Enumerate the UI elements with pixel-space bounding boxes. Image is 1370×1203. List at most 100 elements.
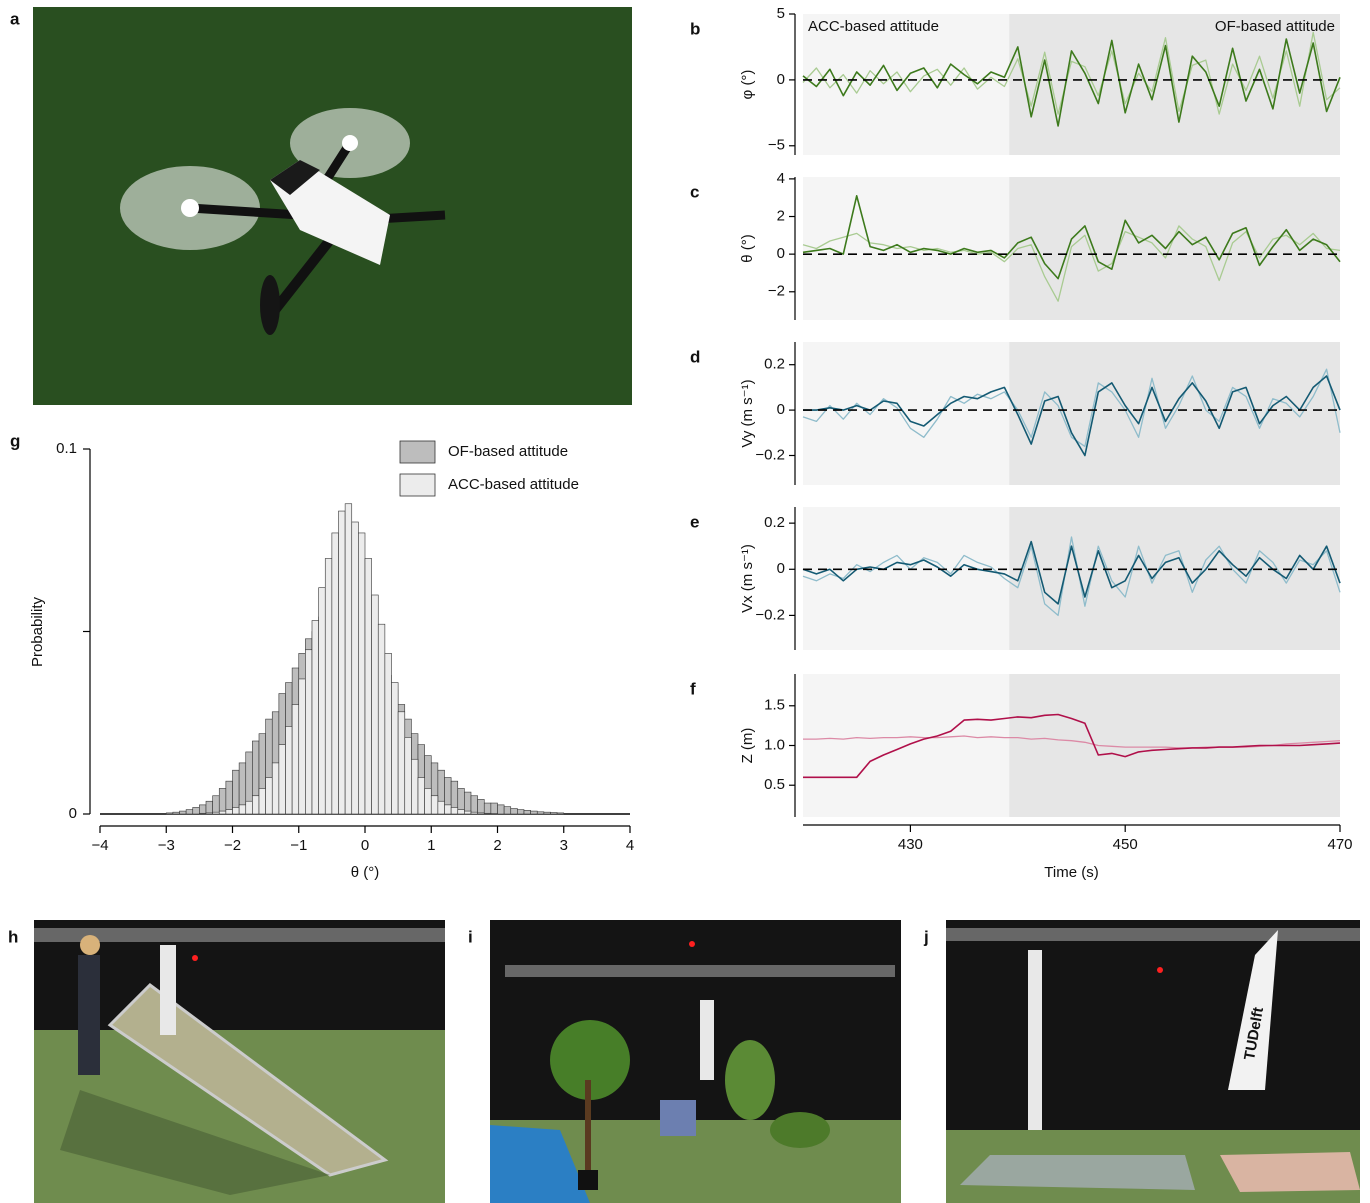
- histogram-bar: [530, 810, 538, 815]
- histogram-bar: [218, 788, 227, 815]
- histogram-bar: [232, 807, 240, 815]
- region-label: ACC-based attitude: [808, 18, 939, 35]
- histogram-bar: [245, 800, 253, 815]
- y-tick-label: 1.0: [764, 736, 785, 753]
- histogram-bar: [470, 795, 478, 815]
- panel-label: h: [8, 927, 18, 946]
- histogram-bar: [483, 802, 492, 815]
- y-tick-label: 0: [777, 560, 785, 577]
- photo-j: TUDelft: [946, 920, 1360, 1203]
- shaded-region: [803, 342, 1010, 485]
- histogram-bar: [238, 804, 247, 815]
- histogram-bar: [225, 780, 233, 815]
- legend-label: OF-based attitude: [448, 443, 568, 460]
- histogram-bar: [543, 811, 551, 815]
- histogram-bar: [185, 809, 194, 815]
- histogram-bar: [517, 809, 525, 815]
- histogram-bar: [192, 807, 200, 815]
- histogram-bar: [199, 804, 207, 815]
- x-tick-label: −4: [91, 837, 108, 854]
- y-axis-label: Probability: [29, 596, 46, 667]
- histogram-bar: [252, 795, 260, 815]
- y-tick-label: 0.2: [764, 356, 785, 373]
- histogram-bar: [179, 810, 187, 815]
- histogram-bar: [477, 812, 485, 815]
- x-tick-label: 4: [626, 837, 634, 854]
- data-line: [802, 536, 1341, 617]
- shaded-region: [803, 177, 1010, 320]
- histogram-bar: [311, 620, 319, 815]
- x-tick-label: −2: [224, 837, 241, 854]
- x-tick-label: 1: [427, 837, 435, 854]
- histogram-bar: [285, 726, 293, 815]
- histogram-bar: [218, 810, 227, 815]
- legend-swatch: [399, 440, 436, 464]
- y-tick-label: 1.5: [764, 697, 785, 714]
- histogram-bar: [536, 811, 545, 815]
- histogram-bar: [338, 510, 346, 815]
- histogram-bar: [523, 810, 531, 815]
- y-tick-label: 2: [777, 207, 785, 224]
- histogram-bar: [397, 711, 406, 815]
- histogram-bar: [172, 811, 180, 815]
- y-tick-label: 0: [777, 401, 785, 418]
- histogram-bar: [305, 649, 313, 815]
- histogram-bar: [450, 807, 459, 815]
- panel-label: i: [468, 927, 473, 946]
- histogram-bar: [199, 812, 207, 815]
- panel-label: c: [690, 182, 699, 201]
- y-tick-label: 0: [777, 71, 785, 88]
- histogram-bar: [351, 521, 359, 815]
- y-tick-label: −0.2: [755, 446, 785, 463]
- shaded-region: [1009, 507, 1340, 650]
- histogram-bar: [417, 777, 425, 815]
- histogram-bar: [331, 532, 339, 815]
- histogram-bar: [258, 788, 266, 815]
- histogram-bar: [271, 762, 280, 815]
- x-tick-label: 3: [560, 837, 568, 854]
- histogram-bar: [165, 812, 174, 815]
- histogram-bar: [318, 587, 326, 815]
- data-line: [802, 38, 1341, 127]
- y-tick-label: 0.2: [764, 514, 785, 531]
- shaded-region: [1009, 177, 1340, 320]
- photo-i: [490, 920, 901, 1203]
- panel-label: a: [10, 9, 20, 28]
- histogram-bar: [464, 810, 472, 815]
- shaded-region: [803, 507, 1010, 650]
- y-axis-label: Vy (m s⁻¹): [739, 379, 756, 447]
- histogram-bar: [444, 804, 452, 815]
- histogram-bar: [324, 558, 333, 815]
- y-tick-label: 5: [777, 5, 785, 22]
- panel-label: j: [923, 927, 929, 946]
- legend-label: ACC-based attitude: [448, 476, 579, 493]
- histogram-bar: [278, 744, 286, 815]
- y-axis-label: Z (m): [739, 728, 756, 764]
- y-tick-label: −0.2: [755, 606, 785, 623]
- x-axis-label: θ (°): [351, 864, 380, 881]
- x-axis-label: Time (s): [1044, 864, 1098, 881]
- histogram-bar: [391, 682, 399, 815]
- histogram-bar: [225, 809, 233, 815]
- x-tick-label: −3: [158, 837, 175, 854]
- histogram-bar: [377, 623, 386, 815]
- histogram-bar: [437, 800, 445, 815]
- x-tick-label: 2: [493, 837, 501, 854]
- histogram-bar: [205, 812, 213, 815]
- y-tick-label: 0.1: [56, 440, 77, 457]
- histogram-bar: [212, 795, 220, 815]
- y-tick-label: 0.5: [764, 776, 785, 793]
- photo-a: [33, 7, 632, 405]
- histogram-bar: [503, 806, 512, 815]
- histogram-bar: [430, 795, 439, 815]
- histogram-bar: [205, 800, 213, 815]
- x-tick-label: 450: [1113, 836, 1138, 853]
- data-line: [803, 375, 1341, 457]
- panel-label: f: [690, 679, 696, 698]
- x-tick-label: 430: [898, 836, 923, 853]
- histogram-bar: [364, 558, 372, 815]
- y-tick-label: −5: [768, 137, 785, 154]
- panel-label: e: [690, 512, 699, 531]
- y-axis-label: θ (°): [739, 234, 756, 263]
- histogram-bar: [483, 812, 492, 815]
